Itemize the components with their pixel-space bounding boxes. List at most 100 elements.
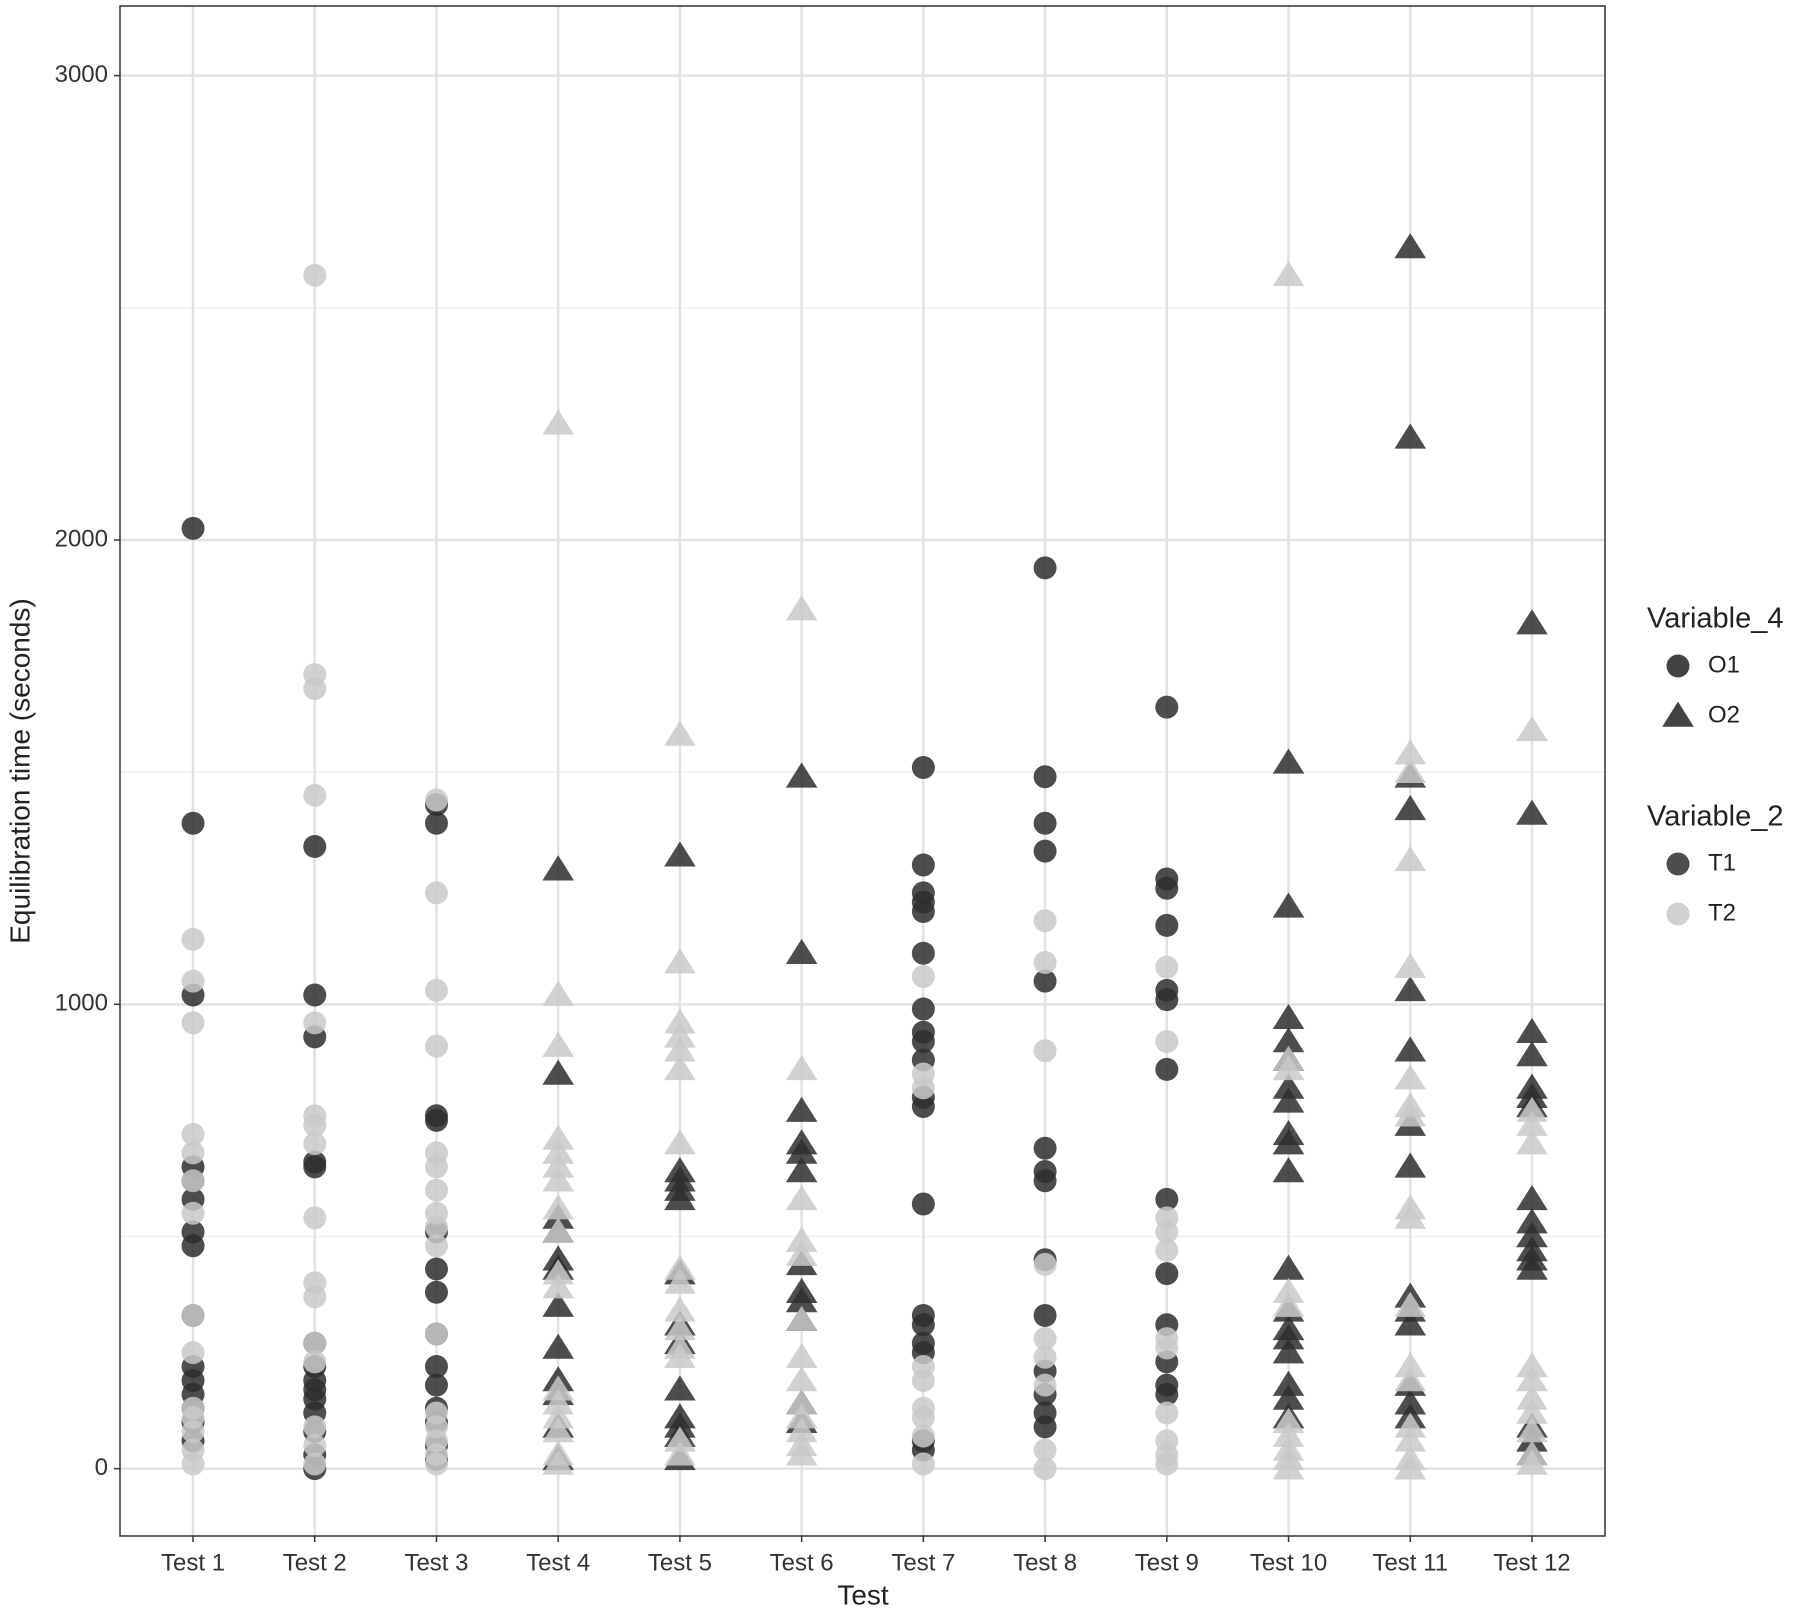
x-tick-label: Test 1 — [161, 1549, 225, 1576]
x-tick-label: Test 3 — [404, 1549, 468, 1576]
point — [1272, 1277, 1305, 1304]
point — [181, 1141, 205, 1165]
point — [1394, 952, 1427, 978]
point — [1155, 1238, 1179, 1262]
point — [785, 1054, 818, 1081]
point — [1155, 876, 1179, 900]
x-tick-label: Test 2 — [283, 1549, 347, 1576]
point — [911, 1368, 935, 1392]
point — [911, 1192, 935, 1216]
point — [1394, 846, 1427, 872]
x-tick-label: Test 9 — [1135, 1549, 1199, 1576]
point — [1516, 1110, 1548, 1136]
point — [785, 1366, 818, 1392]
point — [1272, 1384, 1305, 1410]
point — [911, 941, 935, 965]
point — [1155, 695, 1179, 719]
point — [1033, 951, 1057, 975]
point — [911, 756, 935, 780]
point — [542, 1124, 575, 1150]
point — [1272, 892, 1305, 918]
y-tick-label: 1000 — [55, 990, 108, 1017]
point — [664, 1375, 696, 1401]
point — [1155, 1452, 1179, 1476]
point — [1033, 969, 1057, 993]
x-tick-label: Test 12 — [1493, 1549, 1570, 1576]
point — [1394, 1101, 1427, 1127]
point — [303, 1452, 327, 1476]
plot-background — [120, 6, 1605, 1536]
point — [1516, 799, 1548, 825]
point — [303, 1331, 327, 1355]
point — [303, 783, 327, 807]
point — [1272, 1087, 1305, 1113]
point — [1394, 1152, 1427, 1178]
point — [1033, 909, 1057, 933]
point — [1272, 1338, 1305, 1364]
point — [1272, 748, 1305, 774]
point — [911, 1452, 935, 1476]
plot-border — [119, 5, 1606, 1537]
point — [1272, 1291, 1305, 1317]
point — [785, 595, 818, 621]
point — [1272, 1003, 1305, 1030]
legend-title: Variable_2 — [1647, 801, 1784, 833]
legend-label: T2 — [1708, 899, 1736, 926]
point — [1272, 1073, 1305, 1099]
point — [664, 720, 696, 746]
point — [1516, 1384, 1548, 1410]
point — [181, 1169, 205, 1193]
point — [664, 1129, 696, 1155]
point — [1155, 1220, 1179, 1244]
point — [1516, 715, 1548, 742]
y-axis-title: Equilibration time (seconds) — [4, 598, 35, 944]
point — [1033, 1415, 1057, 1439]
x-tick-label: Test 4 — [526, 1549, 590, 1576]
point — [542, 1449, 575, 1475]
point — [1394, 1412, 1427, 1438]
point — [424, 788, 448, 812]
point — [424, 1355, 448, 1379]
point — [1394, 1426, 1427, 1452]
x-axis-title: Test — [837, 1579, 889, 1610]
point — [911, 1094, 935, 1118]
point — [1155, 1336, 1179, 1360]
point — [303, 1350, 327, 1374]
point — [303, 1206, 327, 1230]
point — [1394, 1291, 1427, 1317]
legend-label: T1 — [1708, 849, 1736, 876]
point — [785, 1138, 818, 1164]
point — [303, 1132, 327, 1156]
legend-title: Variable_4 — [1647, 603, 1784, 635]
point — [1033, 811, 1057, 835]
point — [1272, 1421, 1305, 1447]
point — [1033, 1345, 1057, 1369]
point — [181, 1303, 205, 1327]
y-tick-label: 0 — [95, 1454, 108, 1481]
point — [785, 1157, 818, 1183]
point — [1394, 1203, 1427, 1229]
point — [424, 1178, 448, 1202]
point — [911, 1406, 935, 1430]
point — [303, 1415, 327, 1439]
point — [1394, 1454, 1427, 1480]
point — [664, 1314, 696, 1341]
point — [1155, 955, 1179, 979]
point — [785, 762, 818, 788]
point — [1394, 233, 1427, 259]
point — [664, 1022, 696, 1048]
point — [1033, 839, 1057, 863]
point — [664, 1036, 696, 1062]
point — [785, 1240, 818, 1266]
point — [1394, 1064, 1427, 1090]
point — [785, 1226, 818, 1252]
point — [542, 1389, 575, 1415]
point — [1394, 1366, 1427, 1392]
point — [1033, 1252, 1057, 1276]
point — [1033, 1136, 1057, 1160]
point — [1516, 1096, 1548, 1122]
y-tick-label: 3000 — [55, 61, 108, 88]
point — [181, 1122, 205, 1146]
point — [1272, 1454, 1305, 1480]
point — [424, 978, 448, 1002]
